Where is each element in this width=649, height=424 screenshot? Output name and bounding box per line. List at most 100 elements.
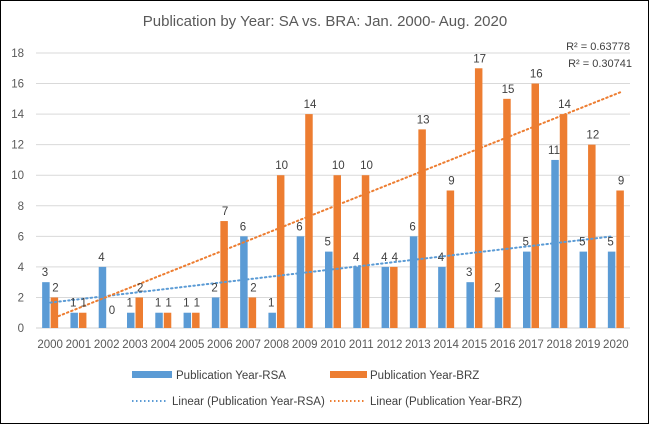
data-label-brz: 10 (360, 160, 373, 172)
legend-swatch-brz (330, 371, 367, 378)
data-label-brz: 4 (392, 252, 399, 264)
x-tick-label: 2007 (235, 339, 261, 351)
data-label-rsa: 6 (240, 221, 246, 233)
data-label-brz: 1 (165, 298, 171, 310)
trendline-brz (53, 91, 622, 319)
r-squared-labels: R² = 0.63778 R² = 0.30741 (566, 41, 632, 70)
bar-brz (616, 190, 624, 328)
bar-rsa (155, 312, 163, 328)
x-tick-label: 2014 (433, 339, 459, 351)
bar-brz (531, 83, 539, 328)
bar-brz (135, 297, 143, 328)
data-label-brz: 13 (417, 114, 430, 126)
x-tick-label: 2015 (462, 339, 488, 351)
data-label-brz: 2 (250, 282, 256, 294)
data-label-rsa: 2 (211, 282, 217, 294)
bar-rsa (381, 266, 390, 328)
bar-brz (248, 297, 257, 328)
bar-rsa (42, 282, 50, 328)
legend-label-trend-brz: Linear (Publication Year-BRZ) (370, 396, 522, 408)
trendlines (44, 91, 622, 319)
x-tick-label: 2005 (179, 339, 205, 351)
bar-brz (78, 312, 87, 328)
bar-rsa (579, 251, 588, 328)
data-label-brz: 12 (586, 130, 599, 142)
data-label-brz: 9 (618, 176, 624, 188)
x-tick-label: 2010 (320, 339, 346, 351)
data-label-rsa: 6 (296, 221, 302, 233)
bar-brz (390, 266, 398, 328)
data-label-brz: 10 (332, 160, 345, 172)
data-label-rsa: 5 (523, 237, 529, 249)
data-label-rsa: 11 (548, 145, 560, 157)
bar-brz (418, 129, 426, 328)
bar-brz (50, 297, 59, 328)
data-label-rsa: 4 (438, 252, 445, 264)
data-label-rsa: 1 (155, 298, 161, 310)
bar-brz (503, 98, 511, 328)
data-label-rsa: 5 (607, 237, 613, 249)
r-squared-rsa: R² = 0.30741 (568, 58, 632, 70)
bar-rsa (268, 312, 276, 328)
y-tick-label: 8 (18, 201, 24, 213)
y-tick-label: 12 (11, 140, 24, 152)
bar-rsa (240, 236, 248, 328)
data-label-rsa: 1 (70, 298, 76, 310)
bar-brz (361, 175, 370, 328)
bars (42, 68, 624, 329)
data-label-brz: 0 (109, 305, 115, 317)
bar-brz (163, 312, 172, 328)
data-label-brz: 2 (52, 282, 58, 294)
trendline-rsa (44, 235, 613, 305)
data-label-brz: 7 (222, 206, 228, 218)
x-tick-label: 2012 (377, 339, 403, 351)
data-label-rsa: 3 (42, 267, 48, 279)
x-tick-label: 2011 (349, 339, 374, 351)
data-label-brz: 14 (558, 99, 571, 111)
bar-rsa (296, 236, 305, 328)
bar-brz (446, 190, 455, 328)
data-label-brz: 2 (137, 282, 143, 294)
x-tick-label: 2017 (518, 339, 544, 351)
x-tick-label: 2002 (94, 339, 120, 351)
legend: Publication Year-RSA Publication Year-BRZ… (132, 370, 522, 408)
legend-swatch-rsa (132, 371, 172, 378)
x-tick-label: 2016 (490, 339, 516, 351)
data-label-rsa: 1 (183, 298, 189, 310)
bar-brz (559, 114, 568, 328)
bar-brz (305, 114, 313, 328)
y-tick-label: 4 (18, 262, 25, 274)
x-tick-label: 2018 (546, 339, 572, 351)
data-label-brz: 17 (473, 53, 486, 65)
y-tick-label: 10 (11, 170, 24, 182)
bar-rsa (607, 251, 616, 328)
x-tick-label: 2020 (603, 339, 629, 351)
data-label-rsa: 1 (127, 298, 133, 310)
bar-brz (588, 144, 596, 328)
y-tick-label: 0 (18, 323, 24, 335)
data-label-rsa: 4 (98, 252, 105, 264)
data-label-rsa: 5 (579, 237, 585, 249)
data-label-rsa: 4 (353, 252, 360, 264)
bar-rsa (127, 312, 135, 328)
legend-label-brz: Publication Year-BRZ (370, 370, 479, 382)
legend-label-rsa: Publication Year-RSA (176, 370, 286, 382)
x-axis-ticks: 2000 2001 2002 2003 2004 2005 2006 2007 2008 2009… (37, 339, 628, 351)
bar-rsa (325, 251, 333, 328)
bar-brz (192, 312, 200, 328)
bar-rsa (183, 312, 192, 328)
data-label-rsa: 1 (268, 298, 274, 310)
data-label-rsa: 3 (466, 267, 472, 279)
bar-brz (276, 175, 285, 328)
data-label-rsa: 5 (325, 237, 331, 249)
data-label-brz: 14 (304, 99, 317, 111)
y-tick-label: 2 (18, 292, 24, 304)
bar-rsa (211, 297, 220, 328)
data-label-rsa: 2 (494, 282, 500, 294)
x-tick-label: 2000 (37, 339, 63, 351)
bar-rsa (466, 282, 474, 328)
y-axis-ticks: 0 2 4 6 8 10 12 14 16 18 (11, 48, 24, 335)
